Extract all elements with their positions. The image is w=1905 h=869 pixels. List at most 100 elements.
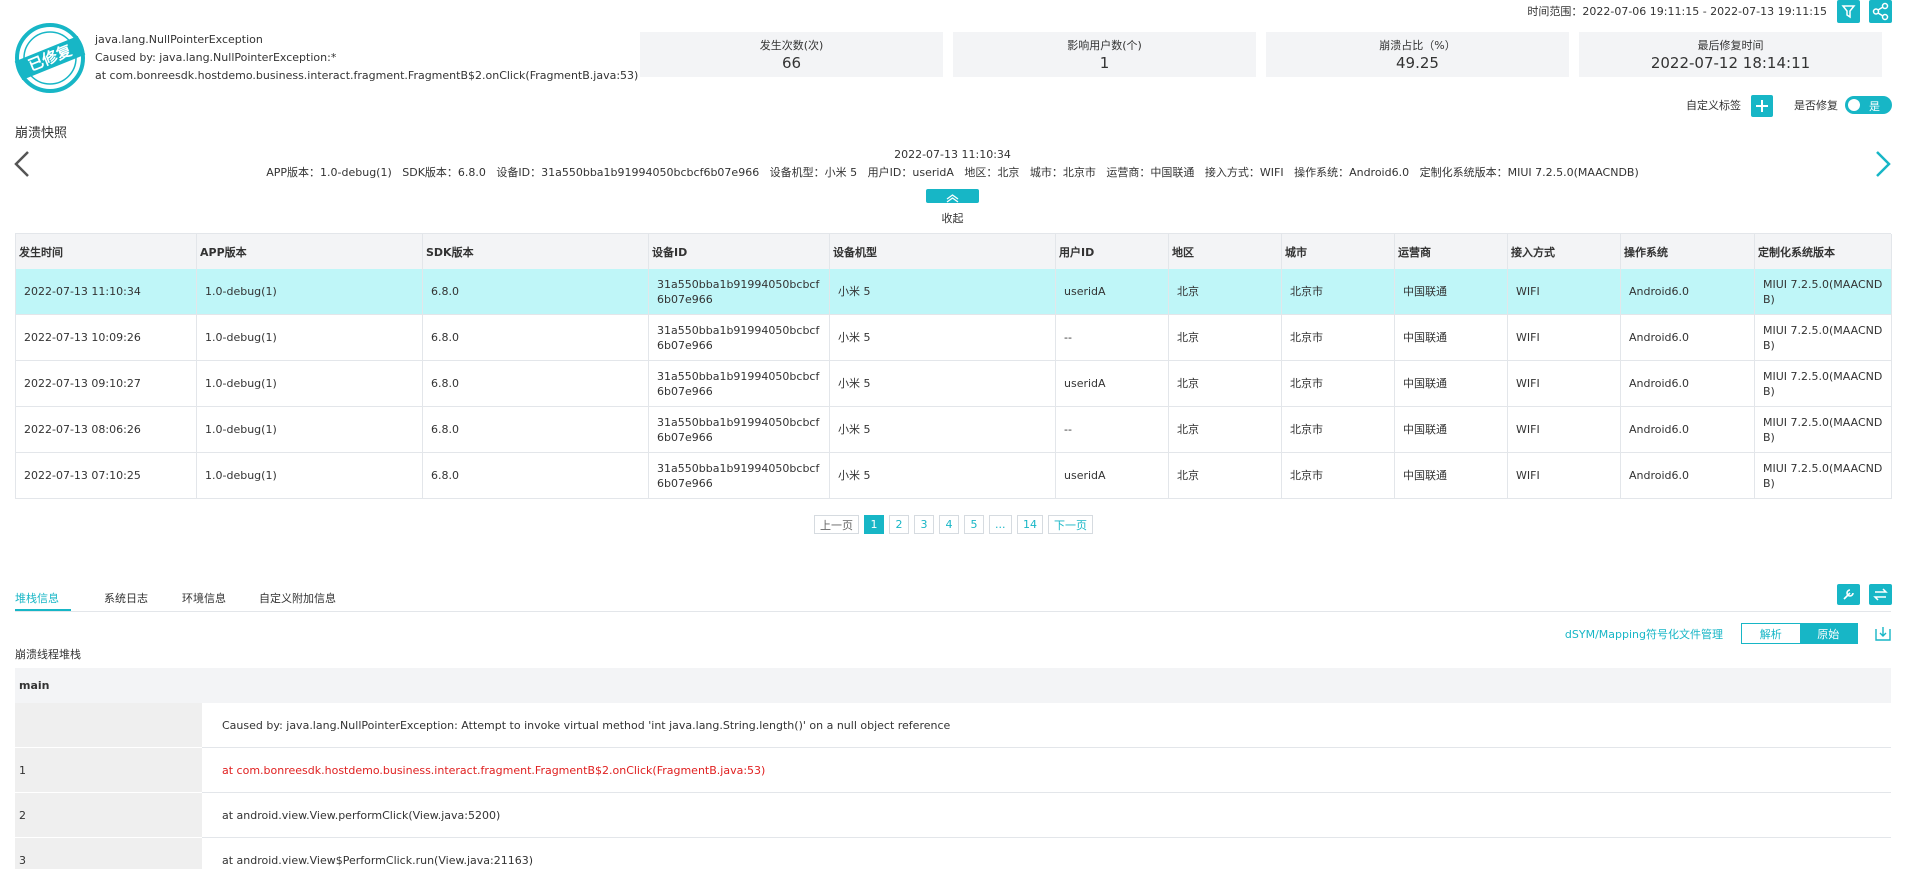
table-cell: 2022-07-13 07:10:25 [16,453,197,499]
stat-card: 发生次数(次) 66 [640,32,943,77]
table-cell: Android6.0 [1621,269,1755,315]
table-cell: 31a550bba1b91994050bcbcf6b07e966 [649,407,830,453]
table-cell: 1.0-debug(1) [197,453,423,499]
snapshot-title: 崩溃快照 [15,126,68,141]
page-button[interactable]: 3 [914,515,934,534]
dsym-link[interactable]: dSYM/Mapping符号化文件管理 [1564,628,1723,641]
stat-label: 崩溃占比（%） [1379,39,1456,52]
table-cell: WIFI [1508,361,1621,407]
table-cell: 1.0-debug(1) [197,315,423,361]
table-cell: 北京市 [1282,407,1395,453]
stack-title: 崩溃线程堆栈 [15,648,81,661]
stat-value: 49.25 [1396,54,1439,72]
table-cell: -- [1056,315,1169,361]
table-cell: 北京 [1169,453,1282,499]
page-button[interactable]: 14 [1017,515,1043,534]
table-cell: 北京市 [1282,315,1395,361]
table-cell: -- [1056,407,1169,453]
table-cell: 北京 [1169,269,1282,315]
tab-underline [15,609,71,612]
column-header: 操作系统 [1621,234,1755,270]
tab-divider [15,611,1891,612]
column-header: 设备ID [649,234,830,270]
table-cell: 中国联通 [1395,361,1508,407]
fixed-badge: 已修复 [14,23,86,93]
table-cell: useridA [1056,453,1169,499]
mode-button[interactable]: 原始 [1799,624,1857,643]
page-button[interactable]: ... [989,515,1012,534]
table-cell: MIUI 7.2.5.0(MAACNDB) [1755,361,1892,407]
time-range: 时间范围：2022-07-06 19:11:15 - 2022-07-13 19… [1527,5,1827,18]
switch-button[interactable] [1869,584,1892,605]
stat-label: 影响用户数(个) [1067,39,1142,52]
mode-button[interactable]: 解析 [1759,627,1782,641]
table-cell: useridA [1056,361,1169,407]
page-button[interactable]: 1 [864,515,884,534]
collapse-button[interactable] [926,189,979,203]
table-cell: MIUI 7.2.5.0(MAACNDB) [1755,315,1892,361]
frame-index: 2 [15,793,202,838]
table-cell: Android6.0 [1621,315,1755,361]
exception-line: Caused by: java.lang.NullPointerExceptio… [95,51,337,64]
table-cell: 6.8.0 [423,407,649,453]
table-cell: 小米 5 [830,407,1056,453]
page-button[interactable]: 上一页 [814,515,859,534]
frame-index: 1 [15,748,202,793]
table-cell: 北京 [1169,407,1282,453]
table-cell: WIFI [1508,453,1621,499]
toggle-text: 是 [1869,100,1880,113]
table-cell: 1.0-debug(1) [197,407,423,453]
table-cell: 2022-07-13 11:10:34 [16,269,197,315]
column-header: 运营商 [1395,234,1508,270]
thread-name: main [15,668,1891,703]
tab[interactable]: 堆栈信息 [15,592,59,605]
table-cell: 1.0-debug(1) [197,269,423,315]
table-cell: 1.0-debug(1) [197,361,423,407]
stat-card: 崩溃占比（%） 49.25 [1266,32,1569,77]
fixed-toggle[interactable]: 是 [1845,96,1892,114]
column-header: 用户ID [1056,234,1169,270]
stat-value: 2022-07-12 18:14:11 [1650,54,1811,72]
column-header: 城市 [1282,234,1395,270]
prev-snapshot[interactable] [12,149,32,179]
column-header: APP版本 [197,234,423,270]
table-cell: 2022-07-13 09:10:27 [16,361,197,407]
collapse-label[interactable]: 收起 [941,212,964,225]
toggle-knob [1848,99,1860,111]
fixed-label: 是否修复 [1794,99,1838,112]
tab[interactable]: 自定义附加信息 [259,592,336,605]
tab[interactable]: 环境信息 [182,592,226,605]
stat-label: 最后修复时间 [1697,39,1764,52]
tab[interactable]: 系统日志 [104,592,148,605]
download-button[interactable] [1873,624,1893,644]
frame-text: at com.bonreesdk.hostdemo.business.inter… [202,748,1891,793]
page-button[interactable]: 2 [889,515,909,534]
table-cell: Android6.0 [1621,361,1755,407]
frame-text: at android.view.View$PerformClick.run(Vi… [202,838,1891,869]
page-button[interactable]: 下一页 [1048,515,1093,534]
add-tag-button[interactable] [1751,95,1773,117]
table-cell: 6.8.0 [423,269,649,315]
table-cell: 2022-07-13 10:09:26 [16,315,197,361]
column-header: 设备机型 [830,234,1056,270]
table-cell: MIUI 7.2.5.0(MAACNDB) [1755,269,1892,315]
page-button[interactable]: 4 [939,515,959,534]
mode-switch: 解析 原始 [1741,623,1858,644]
table-cell: Android6.0 [1621,453,1755,499]
table-cell: WIFI [1508,269,1621,315]
page-button[interactable]: 5 [964,515,984,534]
table-cell: 31a550bba1b91994050bcbcf6b07e966 [649,315,830,361]
table-cell: 中国联通 [1395,269,1508,315]
next-snapshot[interactable] [1873,149,1893,179]
crash-table: 发生时间 APP版本 SDK版本 设备ID 设备机型 用户ID 地区 城市 运营商 接入方式 操作系… [15,233,1892,499]
custom-tag-label: 自定义标签 [1686,99,1741,112]
snapshot-time: 2022-07-13 11:10:34 [894,148,1011,161]
stat-value: 66 [781,54,802,72]
share-button[interactable] [1869,0,1892,23]
filter-button[interactable] [1837,0,1860,23]
badge-text: 已修复 [26,41,75,75]
table-cell: WIFI [1508,407,1621,453]
wrench-button[interactable] [1837,584,1860,605]
snapshot-info: APP版本：1.0-debug(1) SDK版本：6.8.0 设备ID：31a5… [266,166,1639,179]
